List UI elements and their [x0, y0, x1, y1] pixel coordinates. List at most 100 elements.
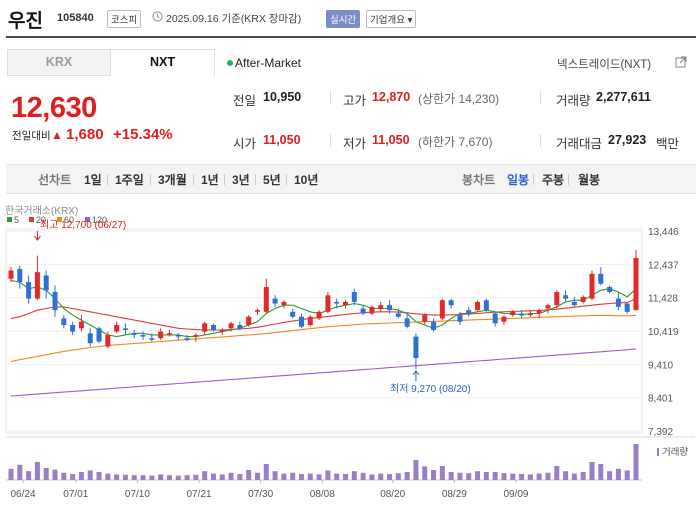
candle-body — [431, 321, 437, 330]
ma-legend: 5 20 60 120 — [7, 215, 107, 225]
period-1y[interactable]: 1년 — [201, 173, 219, 187]
divider — [224, 174, 225, 185]
volume-bar — [387, 474, 393, 480]
candle-body — [395, 313, 401, 317]
candle-body — [607, 287, 613, 292]
low-annotation: 최저 9,270 (08/20) — [390, 383, 471, 395]
legend-swatch — [7, 217, 12, 222]
volume-bar — [475, 471, 481, 480]
candle-body — [369, 306, 375, 314]
company-info-dropdown[interactable]: 기업개요 ▾ — [366, 10, 417, 28]
volume-bar — [237, 474, 243, 480]
amount-unit: 백만 — [656, 137, 680, 151]
volume-bar — [519, 474, 525, 480]
high-value: 12,870 — [372, 90, 411, 104]
change-percent: +15.34% — [113, 126, 173, 143]
volume-bar — [52, 469, 58, 480]
candle-body — [589, 273, 595, 299]
candle-body — [78, 321, 84, 329]
volume-bar — [43, 468, 49, 480]
candle-body — [61, 318, 67, 326]
current-price: 12,630 — [11, 92, 97, 124]
candle-body — [114, 325, 120, 332]
candle-body — [298, 316, 304, 327]
candle-body — [70, 325, 76, 332]
volume-bar — [554, 466, 560, 480]
divider — [107, 174, 108, 185]
candle-body — [272, 298, 278, 304]
volume-bar — [114, 474, 120, 480]
divider — [286, 174, 287, 185]
volume-bar — [607, 471, 613, 480]
volume-bar — [527, 474, 533, 480]
period-1w[interactable]: 1주일 — [115, 173, 144, 187]
period-3y[interactable]: 3년 — [232, 173, 250, 187]
legend-label: 60 — [64, 215, 74, 225]
period-10y[interactable]: 10년 — [294, 173, 319, 187]
volume-bar — [105, 473, 111, 480]
candle-body — [122, 328, 128, 330]
period-5y[interactable]: 5년 — [263, 173, 281, 187]
volume-bar — [184, 475, 190, 480]
legend-label: 20 — [36, 215, 46, 225]
candle-body — [228, 323, 234, 329]
price-chart[interactable]: 한국거래소(KRX) 5 20 60 120 거래량 13,446 12,437 11,4… — [0, 200, 700, 508]
volume-bar — [615, 468, 621, 480]
volume-bar — [316, 474, 322, 480]
x-axis-ticks: 06/24 07/01 07/10 07/21 07/30 08/08 08/20 08/29… — [10, 480, 529, 500]
tab-nxt[interactable]: NXT — [110, 49, 215, 76]
prev-close-value: 10,950 — [263, 90, 302, 104]
candle-body — [413, 336, 419, 359]
ma5-line — [10, 279, 637, 338]
x-tick-label: 07/01 — [63, 489, 88, 500]
candle-body — [184, 338, 190, 340]
candle-body — [52, 291, 58, 311]
y-tick-label: 7,392 — [648, 427, 673, 438]
candle-body — [246, 316, 252, 326]
x-tick-label: 09/09 — [503, 489, 528, 500]
legend-swatch — [85, 217, 90, 222]
x-tick-label: 08/29 — [442, 489, 467, 500]
candle-body — [387, 305, 393, 311]
candle-body — [17, 268, 23, 283]
line-chart-label: 선차트 — [38, 173, 72, 187]
volume-bar — [307, 473, 313, 480]
volume-bar — [202, 471, 208, 480]
divider — [150, 174, 151, 185]
external-link-icon[interactable] — [675, 56, 687, 68]
candle-body — [325, 295, 331, 312]
clock-icon — [152, 11, 163, 22]
change-label: 전일대비 — [12, 130, 51, 142]
candle-body — [149, 338, 155, 340]
candle-weekly[interactable]: 주봉 — [542, 173, 565, 187]
divider — [568, 174, 569, 185]
volume-bar — [501, 473, 507, 480]
candle-body — [563, 295, 569, 299]
candle-body — [536, 310, 542, 314]
realtime-button[interactable]: 실시간 — [326, 10, 361, 28]
chart-grid — [5, 228, 695, 481]
volume-bar — [369, 474, 375, 480]
volume-bar — [17, 464, 23, 480]
y-tick-label: 11,428 — [648, 294, 678, 305]
header-divider — [6, 36, 696, 38]
amount-value: 27,923 — [608, 133, 647, 147]
legend-swatch — [29, 217, 34, 222]
volume-bar — [422, 466, 428, 480]
candle-body — [316, 311, 322, 319]
candle-monthly[interactable]: 월봉 — [578, 173, 601, 187]
divider — [255, 174, 256, 185]
candle-daily[interactable]: 일봉 — [507, 173, 530, 187]
volume-bar — [131, 475, 137, 480]
high-arrow-icon — [34, 231, 41, 241]
tab-krx[interactable]: KRX — [7, 49, 110, 76]
stock-name: 우진 — [8, 11, 43, 32]
volume-label: 거래량 — [556, 94, 591, 108]
volume-label: 거래량 — [662, 446, 688, 458]
period-3m[interactable]: 3개월 — [158, 173, 187, 187]
volume-bars: 거래량 — [8, 444, 688, 480]
volume-bar — [158, 474, 164, 480]
candle-body — [175, 334, 181, 337]
volume-bar — [210, 473, 216, 480]
period-1d[interactable]: 1일 — [84, 173, 102, 187]
